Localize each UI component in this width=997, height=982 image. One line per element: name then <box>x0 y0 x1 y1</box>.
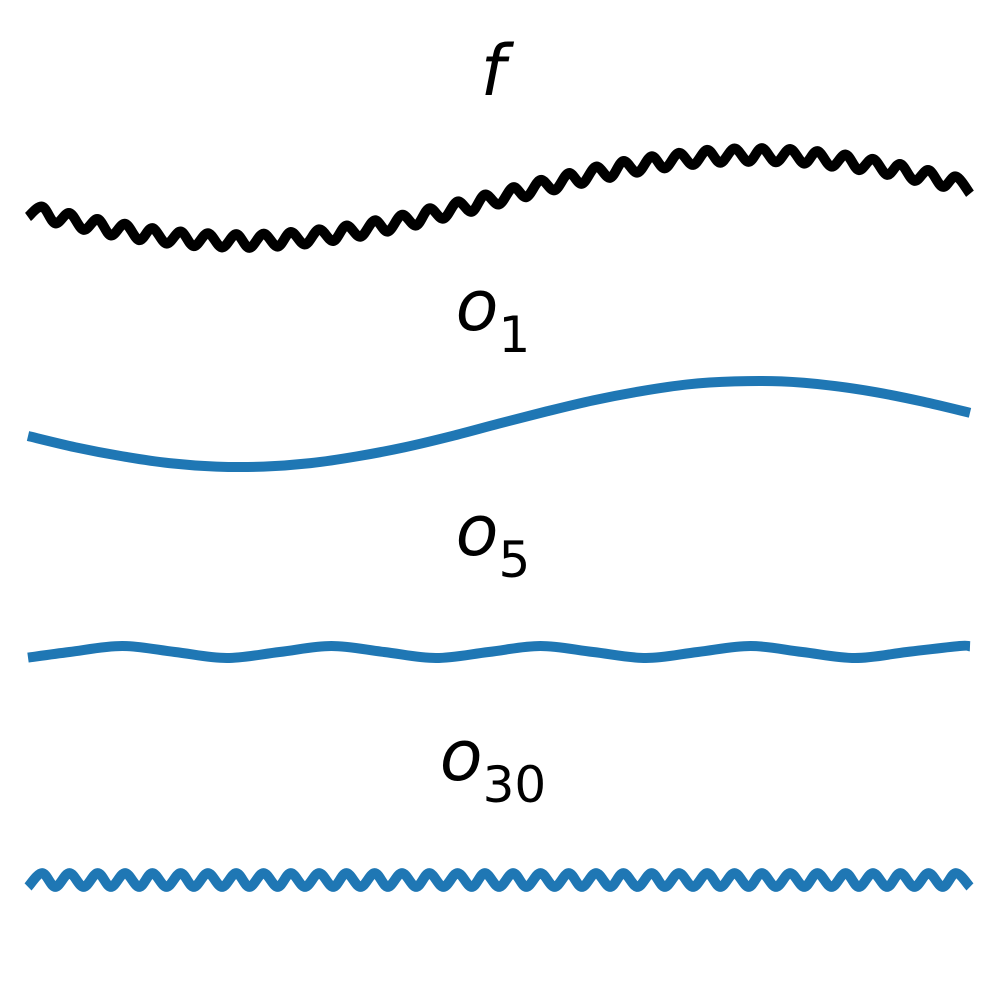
panel-title: o30 <box>440 715 546 814</box>
panel-title: o5 <box>456 490 531 589</box>
line <box>26 375 972 472</box>
title-subscript: 30 <box>483 756 547 814</box>
line <box>27 640 972 664</box>
title-base: o <box>440 715 483 797</box>
panel-title: o1 <box>456 265 531 364</box>
title-base: o <box>456 490 499 572</box>
panel: o30 <box>24 715 974 892</box>
line <box>24 868 974 892</box>
panel: o1 <box>26 265 972 472</box>
panel: o5 <box>27 490 972 664</box>
title-subscript: 1 <box>499 306 531 364</box>
title-subscript: 5 <box>499 531 531 589</box>
title-base: o <box>456 265 499 347</box>
line <box>24 143 975 253</box>
